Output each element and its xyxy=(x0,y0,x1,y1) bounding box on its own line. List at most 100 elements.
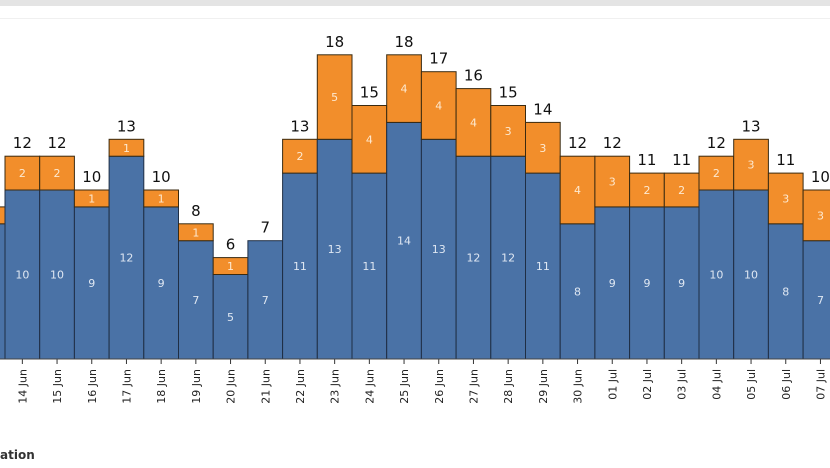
total-label: 12 xyxy=(13,134,32,152)
blue-value-label: 9 xyxy=(643,277,650,290)
legend-label: ation xyxy=(0,448,35,462)
total-label: 11 xyxy=(776,151,795,169)
x-tick-label: 16 Jun xyxy=(86,369,99,404)
blue-value-label: 14 xyxy=(397,235,411,248)
x-tick-label: 29 Jun xyxy=(537,369,550,404)
bar-blue xyxy=(108,155,145,360)
orange-value-label: 1 xyxy=(88,192,95,205)
bar-orange xyxy=(490,105,526,157)
orange-value-label: 3 xyxy=(505,125,512,138)
x-tick-label: 30 Jun xyxy=(572,369,585,404)
total-label: 12 xyxy=(48,134,67,152)
total-label: 15 xyxy=(499,84,518,102)
blue-value-label: 8 xyxy=(782,285,789,298)
x-tick-label: 01 Jul xyxy=(606,369,619,400)
orange-value-label: 1 xyxy=(192,226,199,239)
bar-blue xyxy=(767,223,804,360)
orange-value-label: 2 xyxy=(643,184,650,197)
bar-blue xyxy=(282,172,318,360)
blue-value-label: 5 xyxy=(227,311,234,324)
bar-orange xyxy=(629,172,665,208)
total-label: 6 xyxy=(226,236,236,254)
total-label: 11 xyxy=(637,151,656,169)
bar-orange xyxy=(663,172,700,208)
bar-orange xyxy=(0,206,6,225)
orange-value-label: 4 xyxy=(470,116,477,129)
blue-value-label: 13 xyxy=(432,243,446,256)
x-tick-label: 02 Jul xyxy=(641,369,654,400)
bar-blue xyxy=(316,138,353,360)
blue-value-label: 8 xyxy=(574,285,581,298)
bar-blue xyxy=(247,240,284,360)
bar-orange xyxy=(525,121,561,174)
orange-value-label: 2 xyxy=(713,167,720,180)
total-label: 7 xyxy=(260,219,270,237)
x-tick-label: 24 Jun xyxy=(363,369,376,404)
blue-value-label: 7 xyxy=(817,294,824,307)
blue-value-label: 7 xyxy=(192,294,199,307)
total-label: 16 xyxy=(464,67,483,85)
top-scroll-bar xyxy=(0,0,830,6)
x-tick-label: 06 Jul xyxy=(780,369,793,400)
bar-blue xyxy=(386,121,422,360)
blue-value-label: 12 xyxy=(501,252,515,265)
bar-orange xyxy=(108,138,145,157)
blue-value-label: 13 xyxy=(328,243,342,256)
total-label: 10 xyxy=(811,168,830,186)
orange-value-label: 3 xyxy=(748,159,755,172)
blue-value-label: 12 xyxy=(466,252,480,265)
total-label: 13 xyxy=(290,117,309,135)
bar-orange xyxy=(316,54,353,140)
x-tick-label: 19 Jun xyxy=(190,369,203,404)
total-label: 18 xyxy=(325,33,344,51)
blue-value-label: 10 xyxy=(15,269,29,282)
bar-orange xyxy=(282,138,318,174)
x-tick-label: 23 Jun xyxy=(329,369,342,404)
blue-value-label: 10 xyxy=(50,269,64,282)
orange-value-label: 4 xyxy=(574,184,581,197)
bar-orange xyxy=(386,54,422,123)
x-tick-label: 22 Jun xyxy=(294,369,307,404)
x-tick-label: 26 Jun xyxy=(433,369,446,404)
x-tick-label: 21 Jun xyxy=(259,369,272,404)
header-divider xyxy=(0,18,830,19)
bar-orange xyxy=(178,223,214,242)
x-tick-label: 07 Jul xyxy=(814,369,827,400)
blue-value-label: 9 xyxy=(158,277,165,290)
blue-value-label: 10 xyxy=(744,269,758,282)
total-label: 13 xyxy=(117,117,136,135)
blue-value-label: 9 xyxy=(88,277,95,290)
bar-orange xyxy=(351,105,388,174)
orange-value-label: 3 xyxy=(539,142,546,155)
bar-blue xyxy=(351,172,388,360)
blue-value-label: 11 xyxy=(293,260,307,273)
orange-value-label: 1 xyxy=(158,192,165,205)
blue-value-label: 10 xyxy=(709,269,723,282)
total-label: 12 xyxy=(707,134,726,152)
blue-value-label: 9 xyxy=(678,277,685,290)
total-label: 12 xyxy=(568,134,587,152)
bar-blue xyxy=(178,240,214,360)
bar-orange xyxy=(733,138,769,191)
bar-orange xyxy=(767,172,804,225)
total-label: 14 xyxy=(533,100,552,118)
blue-value-label: 7 xyxy=(262,294,269,307)
orange-value-label: 2 xyxy=(296,150,303,163)
bar-orange xyxy=(143,189,180,208)
bar-orange xyxy=(594,155,631,208)
x-tick-label: 03 Jul xyxy=(676,369,689,400)
total-label: 15 xyxy=(360,84,379,102)
x-tick-label: 25 Jun xyxy=(398,369,411,404)
total-label: 12 xyxy=(603,134,622,152)
x-tick-label: 17 Jun xyxy=(120,369,133,404)
total-label: 17 xyxy=(429,50,448,68)
orange-value-label: 2 xyxy=(19,167,26,180)
bar-blue xyxy=(0,223,6,360)
x-tick-label: 15 Jun xyxy=(51,369,64,404)
x-tick-label: 28 Jun xyxy=(502,369,515,404)
orange-value-label: 3 xyxy=(609,176,616,189)
bar-orange xyxy=(802,189,830,242)
total-label: 10 xyxy=(152,168,171,186)
total-label: 10 xyxy=(82,168,101,186)
